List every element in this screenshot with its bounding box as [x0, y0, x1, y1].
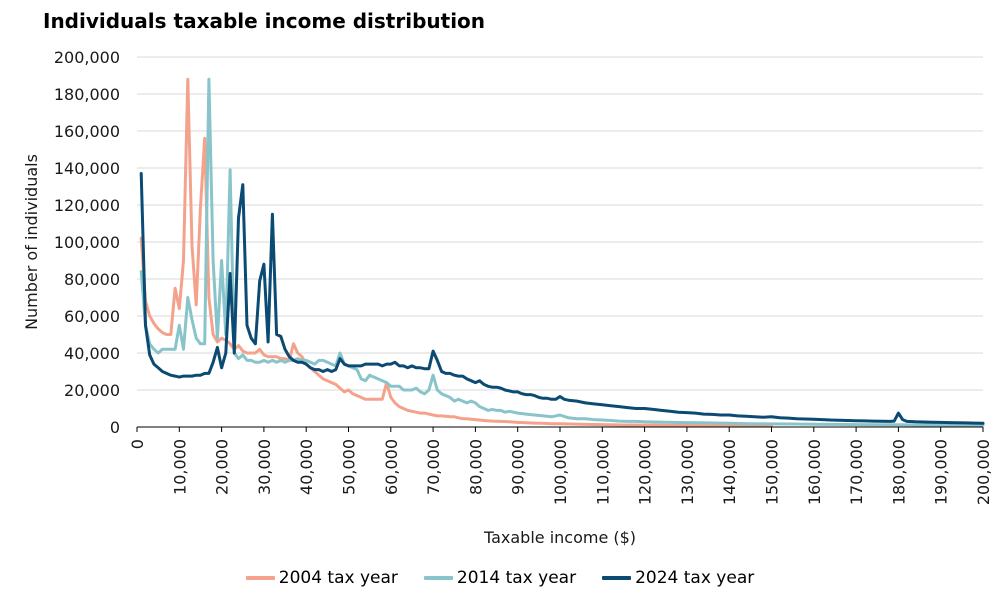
x-tick-label: 10,000 — [170, 439, 189, 495]
legend: 2004 tax year 2014 tax year 2024 tax year — [0, 568, 1000, 588]
y-tick-label: 180,000 — [54, 85, 120, 104]
x-tick-label: 160,000 — [805, 439, 824, 505]
y-tick-label: 0 — [110, 418, 120, 437]
legend-swatch — [423, 576, 453, 580]
y-tick-label: 60,000 — [64, 307, 120, 326]
x-tick-label: 20,000 — [213, 439, 232, 495]
legend-label: 2024 tax year — [635, 568, 755, 588]
y-tick-label: 100,000 — [54, 233, 120, 252]
x-tick-label: 90,000 — [509, 439, 528, 495]
y-tick-label: 120,000 — [54, 196, 120, 215]
x-tick-label: 130,000 — [678, 439, 697, 505]
x-tick-label: 190,000 — [932, 439, 951, 505]
series-line-2004 — [139, 77, 773, 428]
legend-label: 2014 tax year — [456, 568, 577, 588]
chart-title: Individuals taxable income distribution — [43, 9, 486, 33]
y-tick-label: 80,000 — [64, 270, 120, 289]
x-tick-label: 150,000 — [763, 439, 782, 505]
x-axis: 0 10,000 20,000 30,000 40,000 50,000 60,000 70,… — [128, 426, 993, 505]
x-tick-label: 140,000 — [720, 439, 739, 505]
x-tick-label: 180,000 — [889, 439, 908, 505]
x-tick-label: 100,000 — [551, 439, 570, 505]
x-tick-label: 200,000 — [974, 439, 993, 505]
legend-swatch — [245, 576, 275, 580]
x-tick-label: 40,000 — [297, 439, 316, 495]
legend-swatch — [602, 576, 632, 580]
series-lines — [139, 77, 985, 428]
y-tick-label: 20,000 — [64, 381, 120, 400]
y-tick-label: 200,000 — [54, 48, 120, 67]
x-tick-label: 80,000 — [466, 439, 485, 495]
y-tick-label: 40,000 — [64, 344, 120, 363]
y-tick-label: 140,000 — [54, 159, 120, 178]
legend-item-2014: 2014 tax year — [423, 568, 577, 588]
legend-item-2004: 2004 tax year — [245, 568, 398, 588]
y-axis: 0 20,000 40,000 60,000 80,000 100,000 120,000 1… — [54, 48, 120, 437]
legend-item-2024: 2024 tax year — [602, 568, 754, 588]
series-line-2024 — [139, 172, 985, 425]
x-tick-label: 30,000 — [255, 439, 274, 495]
legend-label: 2004 tax year — [278, 568, 398, 588]
x-tick-label: 110,000 — [593, 439, 612, 505]
x-axis-label: Taxable income ($) — [483, 528, 636, 547]
y-tick-label: 160,000 — [54, 122, 120, 141]
x-tick-label: 120,000 — [636, 439, 655, 505]
y-axis-label: Number of individuals — [22, 154, 41, 330]
x-tick-label: 170,000 — [847, 439, 866, 505]
x-tick-label: 70,000 — [424, 439, 443, 495]
x-tick-label: 50,000 — [340, 439, 359, 495]
x-tick-label: 60,000 — [382, 439, 401, 495]
gridlines — [137, 56, 983, 391]
x-tick-label: 0 — [128, 439, 147, 449]
